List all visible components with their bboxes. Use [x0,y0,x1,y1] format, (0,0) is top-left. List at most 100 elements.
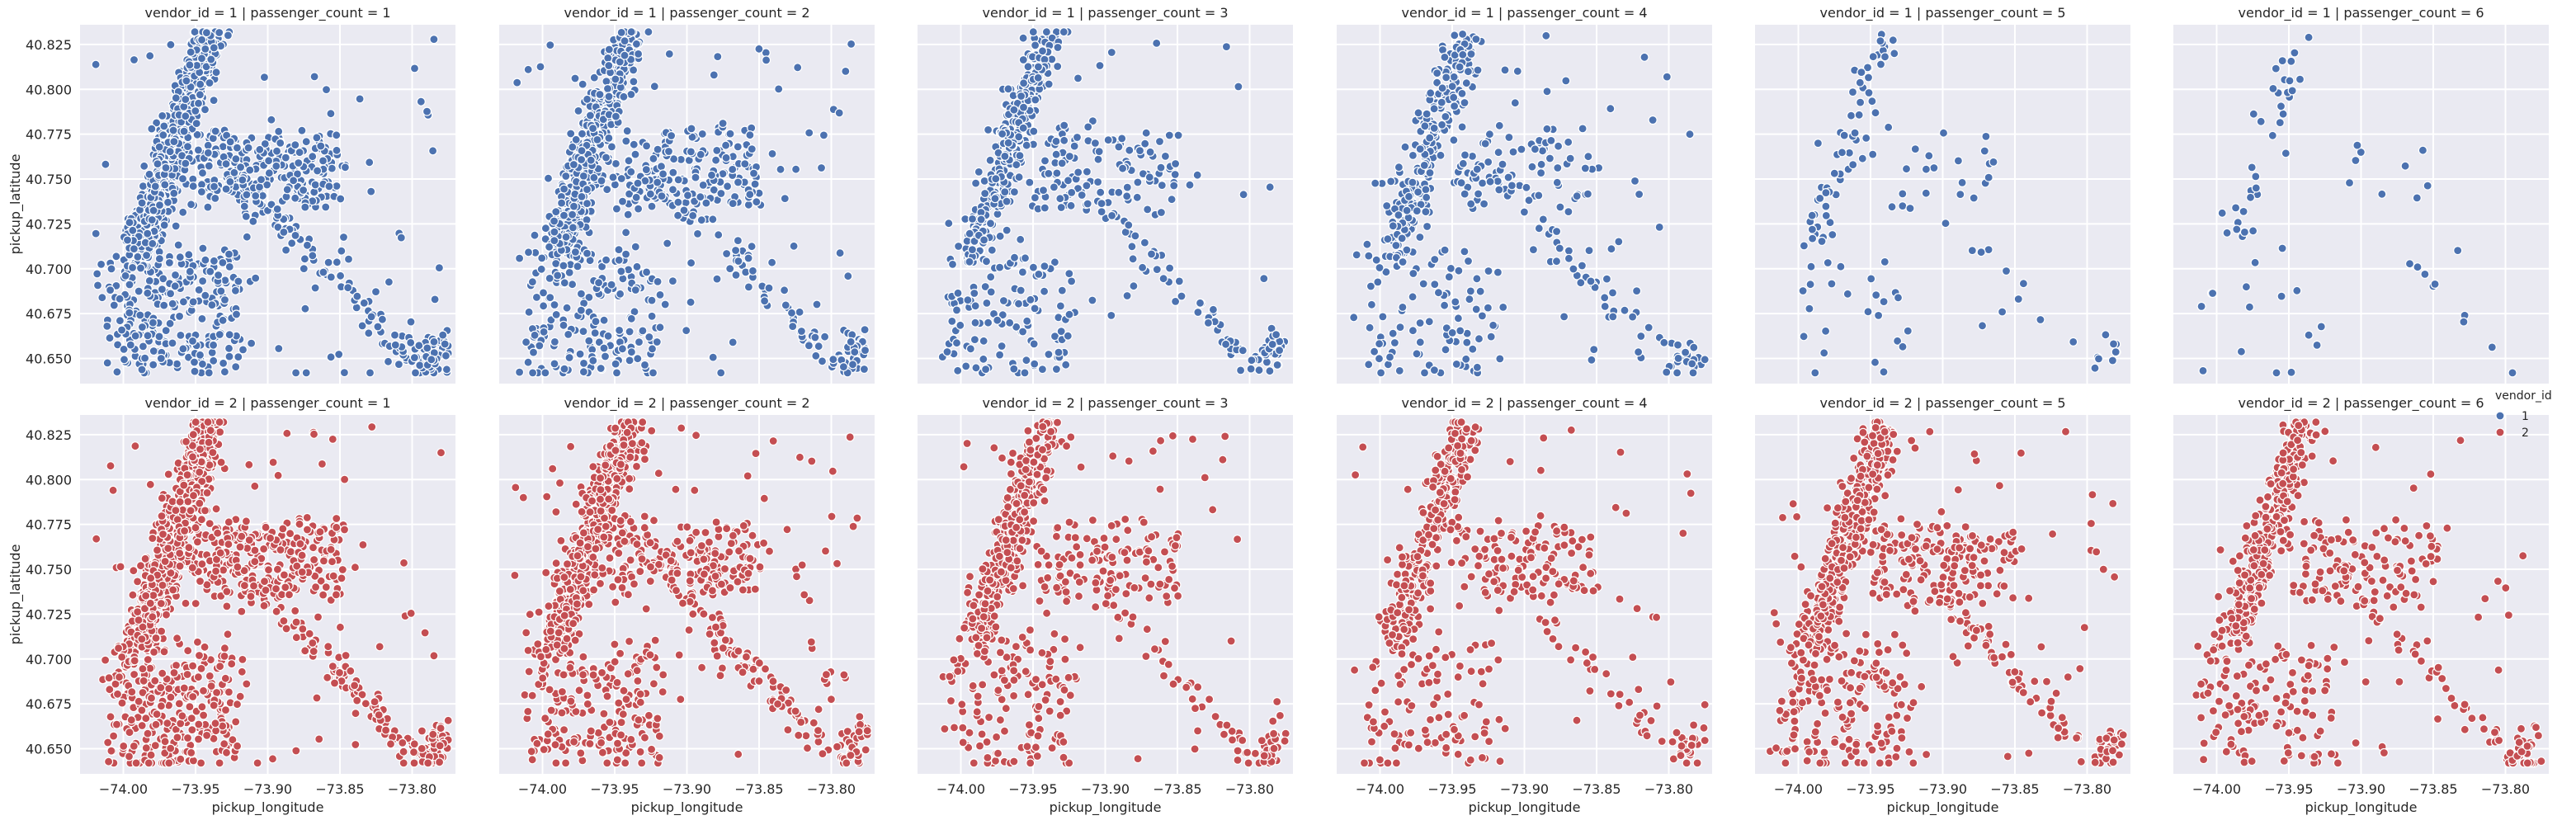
scatter-point [356,95,364,103]
scatter-point [570,202,578,210]
scatter-point [1441,112,1450,120]
scatter-point [1904,327,1912,335]
scatter-point [600,316,608,324]
scatter-point [792,165,800,173]
scatter-point [182,112,190,120]
scatter-point [198,360,206,368]
scatter-point [2240,228,2248,236]
scatter-point [532,293,540,301]
scatter-point [105,757,113,766]
scatter-point [661,300,669,309]
scatter-point [1054,44,1062,52]
scatter-point [1493,268,1502,276]
scatter-point [565,268,573,276]
scatter-point [130,56,139,64]
scatter-point [128,688,136,696]
scatter-point [1422,208,1430,216]
scatter-point [328,662,337,671]
scatter-point [234,277,243,285]
scatter-point [269,755,277,763]
scatter-point [1186,181,1194,189]
scatter-point [198,54,206,63]
scatter-point [665,50,673,58]
scatter-point [198,35,206,44]
scatter-point [184,143,192,151]
scatter-point [516,368,524,376]
scatter-point [627,348,635,356]
scatter-point [2291,49,2299,57]
scatter-point [1017,92,1026,101]
scatter-point [1247,365,1255,373]
scatter-point [1880,257,1889,266]
scatter-point [583,186,592,194]
scatter-point [1520,208,1528,216]
scatter-point [970,290,979,298]
scatter-point [1022,141,1031,149]
scatter-point [726,265,734,273]
scatter-point [698,130,706,138]
scatter-point [602,78,611,86]
scatter-point [333,131,341,139]
scatter-point [1496,355,1504,363]
scatter-point [1554,164,1562,172]
scatter-point [168,299,177,308]
scatter-point [1427,89,1435,97]
scatter-point [166,148,174,156]
scatter-point [620,51,629,59]
scatter-point [624,210,632,219]
scatter-point [565,354,573,362]
scatter-point [541,369,550,377]
scatter-point [351,681,359,690]
scatter-point [1525,196,1533,205]
scatter-point [1015,173,1023,182]
scatter-point [1131,232,1139,240]
scatter-point [191,107,200,116]
scatter-point [1018,268,1026,276]
scatter-point [1941,219,1950,228]
scatter-point [1450,73,1458,81]
scatter-point [616,290,625,298]
scatter-point [156,201,164,210]
scatter-point [986,156,994,164]
scatter-point [192,120,201,128]
scatter-point [971,302,979,310]
scatter-point [215,29,224,37]
scatter-point [1663,73,1671,81]
scatter-point [1367,300,1375,309]
scatter-point [1042,28,1050,36]
scatter-point [1088,296,1097,304]
scatter-point [776,165,785,173]
scatter-point [1040,287,1049,295]
scatter-point [286,530,295,538]
scatter-point [674,176,682,184]
scatter-point [233,310,241,318]
scatter-point [525,308,533,316]
scatter-point [748,266,757,275]
scatter-point [634,355,642,363]
scatter-point [1467,200,1475,208]
scatter-point [1460,248,1469,256]
scatter-point [1064,332,1072,340]
scatter-point [265,169,273,177]
scatter-point [333,182,341,191]
scatter-point [415,342,423,350]
scatter-point [378,315,386,323]
scatter-point [972,179,980,187]
scatter-point [2269,84,2277,92]
scatter-point [2281,149,2290,158]
scatter-point [1399,258,1407,266]
scatter-point [301,304,309,313]
scatter-point [1629,313,1637,321]
facet-panel: vendor_id = 2 | passenger_count = 140.65… [7,395,455,816]
scatter-point [290,177,298,185]
scatter-point [616,326,624,334]
scatter-point [286,548,295,556]
scatter-point [1954,157,1962,165]
scatter-point [578,147,586,155]
scatter-point [168,339,177,347]
scatter-point [1001,152,1009,160]
scatter-point [198,560,206,568]
scatter-point [1408,178,1417,186]
scatter-point [1940,129,1948,137]
scatter-point [1970,194,1978,202]
